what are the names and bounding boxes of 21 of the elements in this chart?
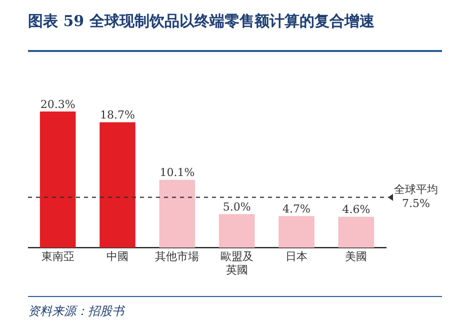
data-label: 10.1% — [160, 166, 195, 180]
x-tick-label: 其他市場 — [155, 250, 200, 264]
bar — [218, 214, 255, 248]
data-label: 5.0% — [222, 200, 251, 214]
bar — [40, 112, 76, 248]
bar — [278, 216, 314, 248]
x-tick-label: 中國 — [106, 250, 128, 264]
data-label: 4.6% — [342, 203, 370, 216]
x-tick-label: 歐盟及英國 — [220, 250, 254, 276]
data-label: 18.7% — [100, 108, 135, 122]
x-tick-label: 東南亞 — [41, 250, 74, 264]
text: 资料来源：招股书 — [28, 303, 124, 320]
bar — [338, 216, 374, 248]
bar — [159, 180, 196, 248]
chart-title: 图表 59 全球现制饮品以终端零售额计算的复合增速 — [28, 12, 374, 31]
x-tick-label: 日本 — [286, 250, 308, 264]
x-tick-label: 美國 — [345, 250, 368, 264]
ref-line-label: 全球平均 7.5% — [394, 183, 438, 210]
data-label: 4.7% — [282, 202, 310, 216]
bar — [100, 122, 136, 248]
data-label: 20.3% — [40, 98, 76, 111]
